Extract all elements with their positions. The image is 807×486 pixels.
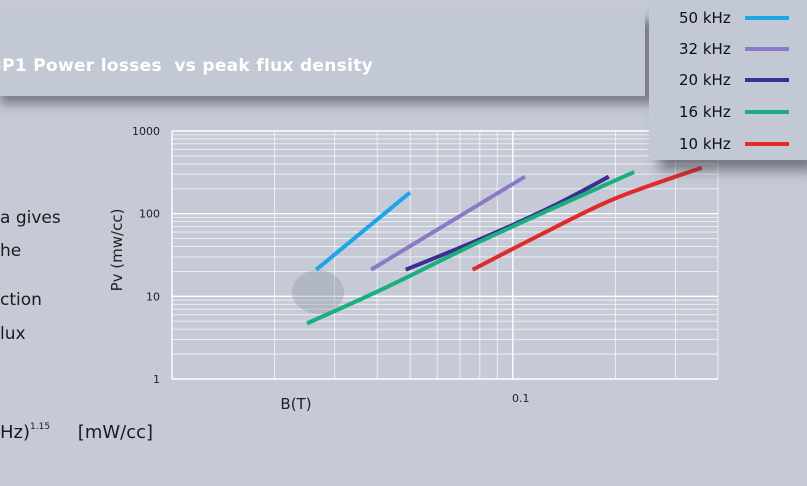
legend-item-50khz: 50 kHz bbox=[679, 6, 789, 30]
legend-swatch bbox=[745, 142, 789, 146]
legend-swatch bbox=[745, 110, 789, 114]
body-text-line-1: a gives bbox=[0, 208, 61, 228]
legend-swatch bbox=[745, 16, 789, 20]
legend-label: 50 kHz bbox=[679, 9, 731, 27]
x-tick-label: 0.1 bbox=[512, 392, 530, 405]
legend-item-10khz: 10 kHz bbox=[679, 132, 789, 156]
y-tick-label: 1000 bbox=[132, 125, 160, 138]
body-text-line-4: lux bbox=[0, 324, 26, 344]
legend-swatch bbox=[745, 78, 789, 82]
legend-label: 10 kHz bbox=[679, 135, 731, 153]
y-axis-label: Pv (mw/cc) bbox=[108, 209, 126, 292]
body-text-line-3: ction bbox=[0, 290, 42, 310]
slide-title: 3P1 Power losses vs peak flux density bbox=[0, 56, 374, 76]
legend-label: 32 kHz bbox=[679, 40, 731, 58]
y-tick-label: 100 bbox=[139, 208, 160, 221]
x-axis-label: B(T) bbox=[280, 395, 311, 413]
legend-item-20khz: 20 kHz bbox=[679, 68, 789, 92]
y-tick-label: 1 bbox=[153, 373, 160, 386]
formula-text: Hz) bbox=[0, 422, 31, 443]
y-tick-label: 10 bbox=[146, 290, 160, 303]
series-line-32khz bbox=[370, 174, 526, 272]
formula-units: [mW/cc] bbox=[77, 422, 154, 443]
legend: 50 kHz 32 kHz 20 kHz 16 kHz 10 kHz bbox=[649, 0, 807, 160]
legend-label: 16 kHz bbox=[679, 103, 731, 121]
curve-shadow bbox=[292, 270, 344, 314]
series-line-20khz bbox=[404, 174, 610, 272]
legend-item-32khz: 32 kHz bbox=[679, 37, 789, 61]
legend-swatch bbox=[745, 47, 789, 51]
power-loss-formula: Hz)1.15 [mW/cc] bbox=[0, 422, 153, 443]
legend-label: 20 kHz bbox=[679, 71, 731, 89]
formula-exponent: 1.15 bbox=[30, 422, 51, 432]
series-line-50khz bbox=[314, 191, 412, 272]
legend-item-16khz: 16 kHz bbox=[679, 100, 789, 124]
body-text-line-2: he bbox=[0, 241, 22, 261]
series-line-10khz bbox=[471, 165, 703, 272]
title-banner: 3P1 Power losses vs peak flux density bbox=[0, 12, 645, 96]
series-line-16khz bbox=[306, 170, 636, 326]
